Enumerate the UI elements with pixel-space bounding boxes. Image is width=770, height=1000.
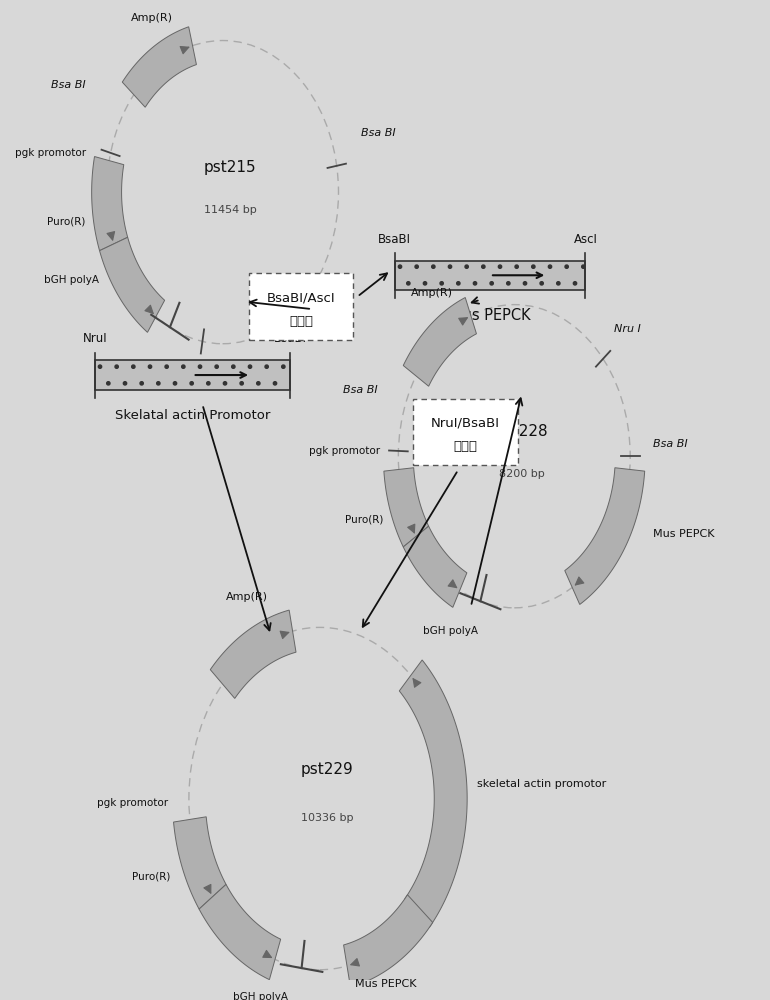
Text: 8200 bp: 8200 bp [499, 469, 544, 479]
Text: NruI: NruI [83, 332, 108, 345]
Text: Mus PEPCK: Mus PEPCK [450, 308, 531, 323]
Text: Puro(R): Puro(R) [132, 872, 170, 882]
Bar [95, 360, 290, 390]
Text: skeletal actin promotor: skeletal actin promotor [477, 779, 606, 789]
Polygon shape [199, 884, 280, 980]
Text: bGH polyA: bGH polyA [423, 626, 478, 636]
Text: 双酶切: 双酶切 [289, 315, 313, 328]
Bar [249, 273, 353, 340]
Text: 11454 bp: 11454 bp [204, 205, 256, 215]
Polygon shape [173, 817, 226, 909]
Text: Bsa BI: Bsa BI [51, 80, 85, 90]
Text: Nru I: Nru I [614, 324, 641, 334]
Polygon shape [92, 157, 128, 251]
Text: pst228: pst228 [495, 424, 548, 439]
Text: BsaBI: BsaBI [273, 332, 306, 345]
Text: Bsa BI: Bsa BI [343, 385, 377, 395]
Text: 10336 bp: 10336 bp [301, 813, 353, 823]
Polygon shape [564, 468, 644, 604]
Text: Mus PEPCK: Mus PEPCK [653, 529, 714, 539]
Text: Asc I: Asc I [159, 366, 186, 376]
Text: Puro(R): Puro(R) [345, 515, 383, 525]
Text: Skelatal actin Promotor: Skelatal actin Promotor [115, 409, 270, 422]
Text: Mus PEPCK: Mus PEPCK [354, 979, 416, 989]
Polygon shape [384, 468, 429, 547]
Text: Amp(R): Amp(R) [131, 13, 173, 23]
Text: NruI/BsaBI: NruI/BsaBI [431, 417, 500, 430]
Polygon shape [99, 237, 165, 332]
Polygon shape [400, 660, 467, 928]
Text: bGH polyA: bGH polyA [44, 275, 99, 285]
Text: BsaBI: BsaBI [378, 233, 411, 246]
Text: pgk promotor: pgk promotor [309, 446, 380, 456]
Text: AscI: AscI [574, 233, 598, 246]
Text: 双酶切: 双酶切 [454, 440, 477, 453]
Text: pst229: pst229 [301, 762, 353, 777]
Polygon shape [403, 298, 477, 386]
Text: Bsa BI: Bsa BI [653, 439, 688, 449]
Text: BsaBI/AscI: BsaBI/AscI [266, 291, 336, 304]
Text: pgk promotor: pgk promotor [97, 798, 168, 808]
Text: Bsa BI: Bsa BI [361, 128, 396, 138]
Polygon shape [210, 610, 296, 698]
Bar [413, 399, 518, 465]
Polygon shape [343, 895, 433, 987]
Polygon shape [122, 27, 196, 107]
Text: bGH polyA: bGH polyA [233, 992, 288, 1000]
Text: Amp(R): Amp(R) [411, 288, 454, 298]
Text: pgk promotor: pgk promotor [15, 148, 85, 158]
Text: Amp(R): Amp(R) [226, 592, 268, 602]
Polygon shape [403, 526, 467, 607]
Bar [394, 261, 585, 290]
Text: pst215: pst215 [204, 160, 256, 175]
Text: Puro(R): Puro(R) [47, 216, 85, 226]
